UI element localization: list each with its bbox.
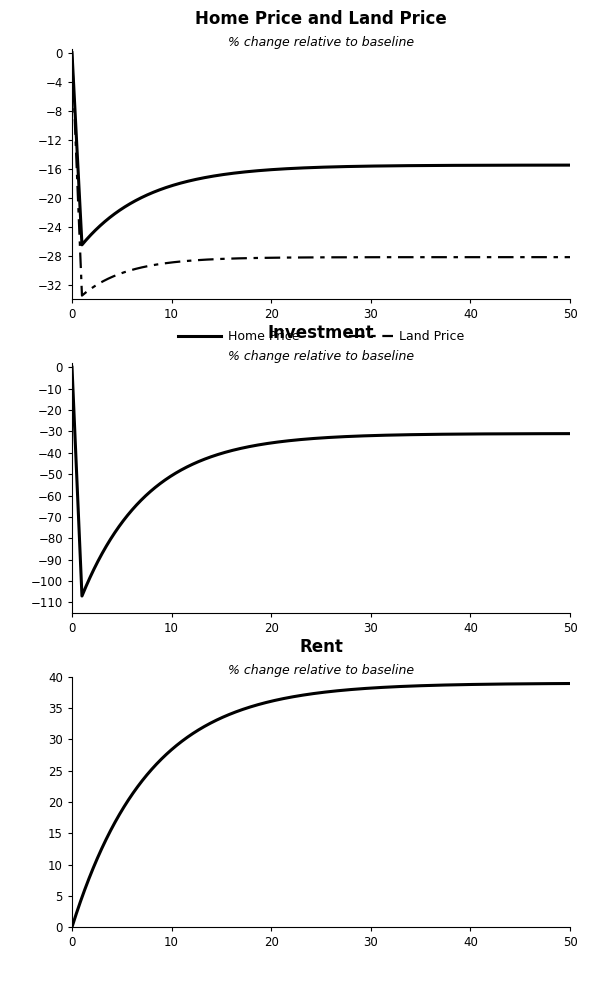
Home Price xyxy=(94,222,101,233)
Title: % change relative to baseline: % change relative to baseline xyxy=(228,36,414,49)
Land Price xyxy=(68,47,76,59)
Home Price xyxy=(566,159,574,171)
Text: Rent: Rent xyxy=(299,638,343,655)
Line: Land Price: Land Price xyxy=(72,53,570,295)
Home Price xyxy=(298,162,305,174)
Land Price xyxy=(552,251,559,263)
Line: Home Price: Home Price xyxy=(72,53,570,245)
Land Price xyxy=(552,251,559,263)
Title: % change relative to baseline: % change relative to baseline xyxy=(228,350,414,363)
Land Price xyxy=(298,251,305,263)
Title: % change relative to baseline: % change relative to baseline xyxy=(228,664,414,677)
Land Price xyxy=(311,251,318,263)
Land Price xyxy=(461,251,468,263)
Home Price xyxy=(68,47,76,59)
Home Price xyxy=(461,160,468,172)
Home Price xyxy=(79,239,86,251)
Land Price xyxy=(94,279,101,290)
Land Price xyxy=(566,251,574,263)
Legend: Home Price, Land Price: Home Price, Land Price xyxy=(173,325,469,348)
Land Price xyxy=(79,289,86,301)
Text: Investment: Investment xyxy=(268,324,374,341)
Text: Home Price and Land Price: Home Price and Land Price xyxy=(195,10,447,27)
Home Price xyxy=(552,159,559,171)
Home Price xyxy=(552,159,559,171)
Home Price xyxy=(311,162,318,174)
